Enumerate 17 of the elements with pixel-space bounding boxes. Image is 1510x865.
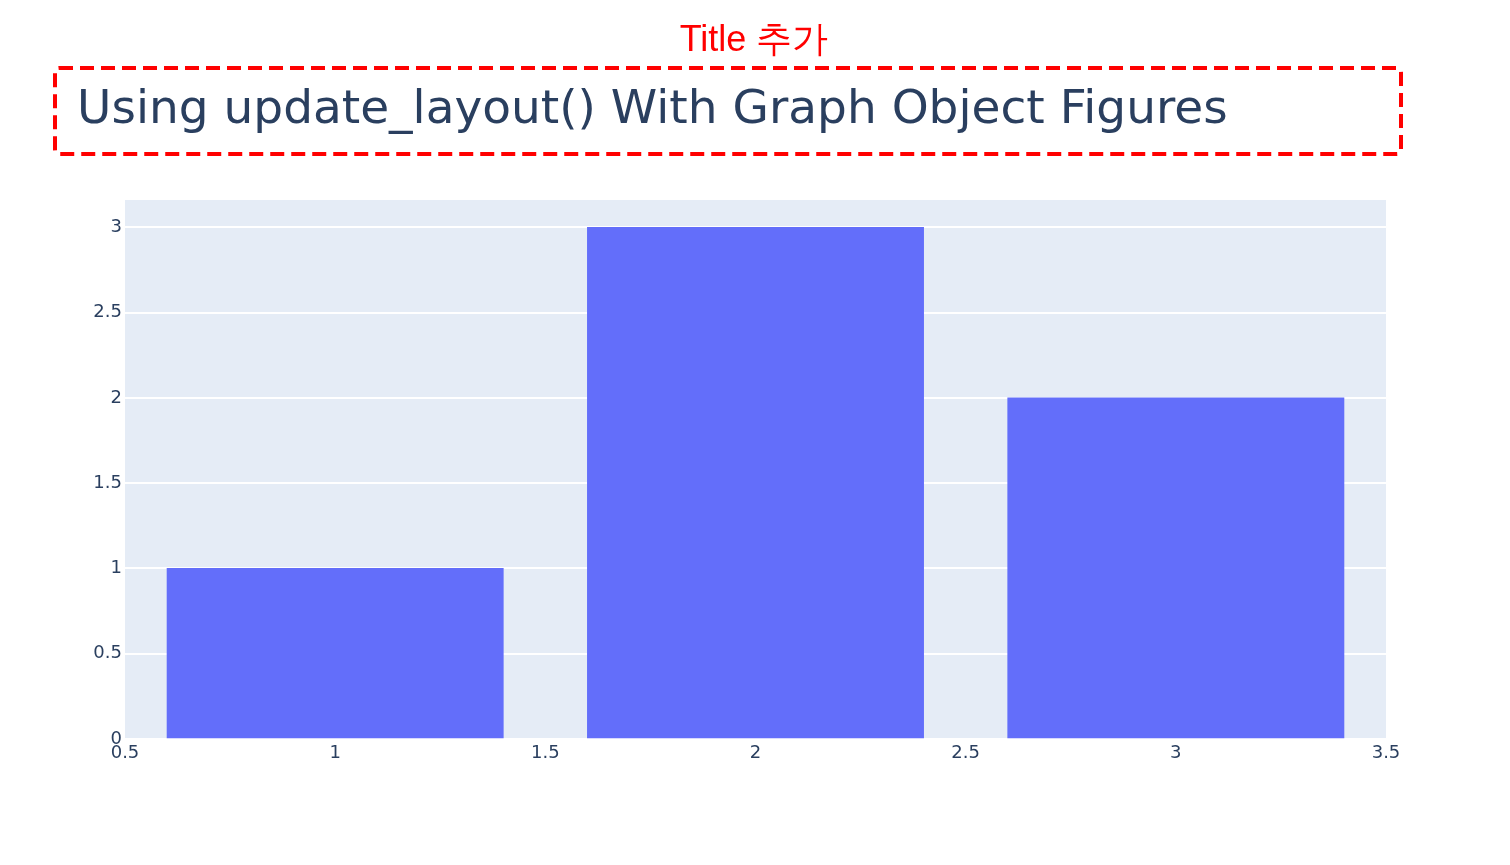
y-tick-label: 3 [110,214,122,236]
bar [166,568,504,739]
y-tick-label: 2 [110,385,122,407]
y-tick-label: 2.5 [93,300,122,322]
x-tick-label: 3.5 [1371,741,1401,763]
y-tick-label: 1.5 [93,470,122,492]
bar [587,226,924,739]
y-tick-label: 0.5 [93,641,122,663]
chart-title: Using update_layout() With Graph Object Figures [77,79,1228,134]
x-tick-label: 1 [329,741,341,763]
y-tick-label: 1 [110,556,122,578]
x-tick-label: 2.5 [951,741,980,763]
x-tick-label: 3 [1170,741,1182,763]
x-tick-label: 1.5 [531,741,560,763]
x-tick-label: 2 [749,741,762,763]
text: Title 추가 [679,18,829,59]
bar [1007,397,1345,739]
